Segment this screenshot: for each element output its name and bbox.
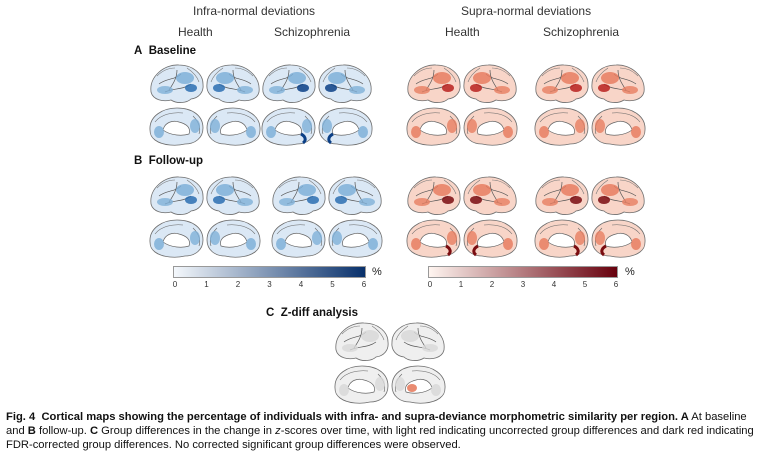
brain-map-baseline-supra-schizophrenia (534, 64, 646, 146)
uncorrected-difference-region (407, 384, 417, 392)
colorbar-red-tick: 6 (613, 280, 619, 289)
caption-fig-label: Fig. 4 (6, 411, 36, 423)
lateral-hemisphere (463, 176, 517, 215)
lateral-hemisphere (150, 176, 204, 215)
section-a-label: A Baseline (134, 45, 196, 57)
medial-hemisphere (328, 219, 383, 258)
lateral-hemisphere (407, 64, 461, 103)
caption-text-2: follow-up. (35, 425, 90, 437)
section-a-title: Baseline (148, 45, 197, 57)
col-header-infra-scz: Schizophrenia (274, 25, 351, 39)
lateral-hemisphere (535, 176, 589, 215)
lateral-hemisphere (391, 322, 445, 361)
colorbar-red-tick: 5 (582, 280, 588, 289)
medial-hemisphere (149, 107, 204, 146)
colorbar-red-tick: 2 (489, 280, 495, 289)
colorbar-red-tick: 4 (551, 280, 557, 289)
figure-caption: Fig. 4 Cortical maps showing the percent… (6, 410, 766, 452)
caption-text-3: Group differences in the change in (98, 425, 276, 437)
caption-text-4: -scores over time, with light red indica… (6, 425, 754, 451)
medial-hemisphere (206, 219, 261, 258)
col-header-supra-health: Health (445, 25, 480, 39)
colorbar-blue-tick: 2 (235, 280, 241, 289)
colorbar-red-unit: % (625, 266, 635, 278)
lateral-hemisphere (535, 64, 589, 103)
lateral-hemisphere (318, 64, 372, 103)
medial-hemisphere (334, 365, 389, 404)
medial-hemisphere (318, 107, 373, 146)
brain-map-followup-supra-schizophrenia (534, 176, 646, 258)
lateral-hemisphere (328, 176, 382, 215)
section-c-title: Z-diff analysis (280, 307, 359, 319)
medial-hemisphere (463, 219, 518, 258)
colorbar-blue-tick: 0 (172, 280, 178, 289)
colorbar-red-tick: 0 (427, 280, 433, 289)
supra-group-header: Supra-normal deviations (461, 4, 592, 18)
brain-map-baseline-infra-health (149, 64, 261, 146)
section-b-title: Follow-up (148, 155, 203, 167)
medial-hemisphere (534, 107, 589, 146)
lateral-hemisphere (272, 176, 326, 215)
medial-hemisphere (261, 107, 316, 146)
section-c-letter: C (266, 307, 275, 319)
medial-hemisphere (534, 219, 589, 258)
lateral-hemisphere (262, 64, 316, 103)
colorbar-red-tick: 1 (458, 280, 464, 289)
brain-map-followup-infra-schizophrenia (271, 176, 383, 258)
colorbar-blue-tick: 5 (330, 280, 335, 289)
caption-title: Cortical maps showing the percentage of … (41, 411, 679, 423)
caption-b-letter: B (27, 425, 36, 437)
lateral-hemisphere (206, 176, 260, 215)
lateral-hemisphere (407, 176, 461, 215)
brain-map-followup-supra-health (406, 176, 518, 258)
caption-text-1: At baseline and (6, 411, 747, 437)
colorbar-red (428, 266, 618, 278)
medial-hemisphere (391, 365, 446, 404)
lateral-hemisphere (591, 176, 645, 215)
brain-map-baseline-supra-health (406, 64, 518, 146)
section-b-label: B Follow-up (134, 155, 203, 167)
caption-a-letter: A (680, 411, 689, 423)
col-header-supra-scz: Schizophrenia (543, 25, 620, 39)
colorbar-blue-tick: 1 (204, 280, 209, 289)
brain-map-z-diff (334, 322, 446, 404)
medial-hemisphere (271, 219, 326, 258)
section-c-label: C Z-diff analysis (266, 307, 358, 319)
lateral-hemisphere (335, 322, 389, 361)
section-b-letter: B (134, 155, 143, 167)
infra-group-header: Infra-normal deviations (193, 4, 316, 18)
medial-hemisphere (149, 219, 204, 258)
medial-hemisphere (463, 107, 518, 146)
col-header-infra-health: Health (178, 25, 213, 39)
caption-c-letter: C (89, 425, 99, 437)
caption-z-var: z (275, 425, 281, 437)
medial-hemisphere (406, 107, 461, 146)
section-a-letter: A (134, 45, 143, 57)
medial-hemisphere (591, 219, 646, 258)
colorbar-blue-tick: 3 (267, 280, 272, 289)
lateral-hemisphere (206, 64, 260, 103)
medial-hemisphere (406, 219, 461, 258)
medial-hemisphere (591, 107, 646, 146)
colorbar-blue-tick: 6 (361, 280, 367, 289)
lateral-hemisphere (591, 64, 645, 103)
medial-hemisphere (206, 107, 261, 146)
colorbar-red-tick: 3 (520, 280, 526, 289)
brain-map-followup-infra-health (149, 176, 261, 258)
lateral-hemisphere (150, 64, 204, 103)
colorbar-blue-unit: % (372, 266, 382, 278)
brain-map-baseline-infra-schizophrenia (261, 64, 373, 146)
colorbar-blue (173, 266, 366, 278)
colorbar-blue-tick: 4 (298, 280, 304, 289)
lateral-hemisphere (463, 64, 517, 103)
